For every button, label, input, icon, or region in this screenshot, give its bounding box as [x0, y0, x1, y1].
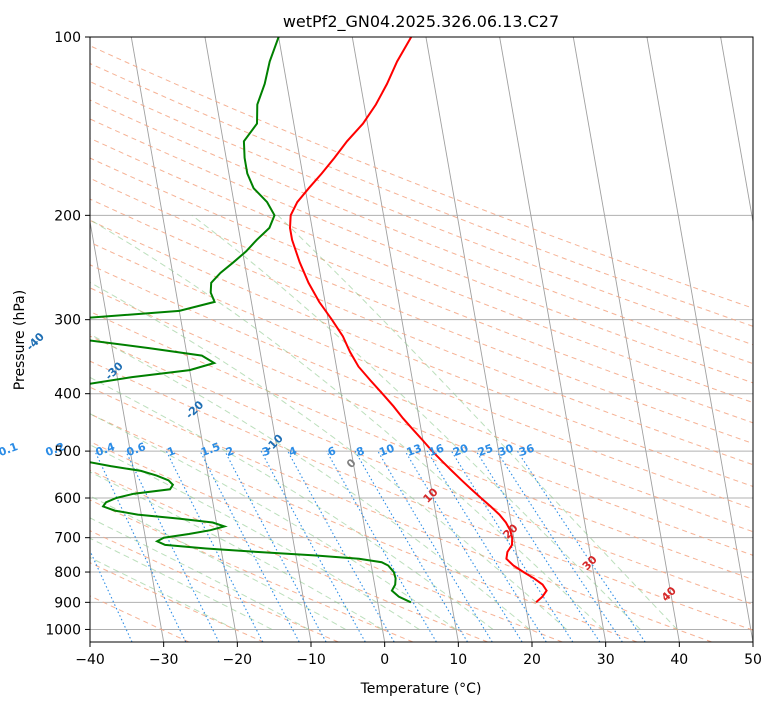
isotherm-line	[278, 37, 386, 642]
moist-adiabat-line	[90, 413, 457, 630]
moist-adiabat-line	[90, 537, 273, 630]
mixing-ratio-label: 0.6	[125, 440, 148, 459]
x-tick-label: −10	[296, 652, 326, 668]
y-tick-label: 600	[54, 491, 81, 507]
mixing-ratio-line	[125, 450, 220, 642]
mixing-ratio-label: 30	[496, 441, 515, 459]
isotherm-line	[572, 37, 680, 642]
y-tick-label: 200	[54, 208, 81, 224]
dry-adiabat-line	[90, 469, 488, 642]
mixing-ratio-label: 36	[517, 441, 536, 459]
mixing-ratio-label: 8	[355, 444, 367, 459]
isotherm-line	[646, 37, 753, 642]
background-lines	[90, 37, 753, 642]
mixing-ratio-label: 6	[326, 444, 338, 459]
mixing-ratio-label: 16	[427, 441, 446, 459]
dry-adiabat-line	[90, 562, 264, 642]
x-tick-label: 30	[597, 652, 615, 668]
dry-adiabat-line	[90, 499, 414, 642]
y-tick-label: 1000	[45, 622, 81, 638]
mixing-ratio-line	[287, 450, 395, 642]
dry-adiabat-line	[90, 335, 753, 606]
plot-frame	[89, 36, 754, 643]
dry-adiabat-line	[90, 311, 753, 581]
mixing-ratio-line	[404, 450, 523, 642]
dry-adiabat-line	[90, 137, 753, 404]
mixing-ratio-label: 13	[405, 442, 424, 459]
moist-adiabat-line	[90, 495, 346, 630]
mixing-ratio-label: 2	[224, 444, 236, 459]
dry-adiabat-line	[90, 413, 638, 642]
mixing-ratio-label: 10	[377, 441, 396, 459]
dry-adiabat-line	[90, 595, 190, 642]
x-tick-label: 50	[744, 652, 762, 668]
mixing-ratio-line	[260, 450, 366, 642]
x-tick-label: 40	[670, 652, 688, 668]
mixing-ratio-label: 1	[165, 444, 177, 459]
mixing-ratio-label: 0.2	[44, 440, 67, 459]
y-tick-label: 900	[54, 595, 81, 611]
isotherm-line	[425, 37, 533, 642]
mixing-ratio-label: 4	[287, 444, 299, 459]
y-tick-label: 100	[54, 30, 81, 46]
isotherm-line	[90, 219, 165, 642]
x-axis-label: Temperature (°C)	[360, 681, 482, 697]
x-tick-label: 10	[449, 652, 467, 668]
moist-adiabat-line	[90, 556, 236, 630]
dry-adiabat-line	[90, 118, 753, 384]
profile-lines	[90, 37, 548, 604]
moist-adiabat-line	[277, 214, 678, 630]
mixing-ratio-label: 25	[476, 442, 495, 459]
isotherm-line	[720, 37, 753, 225]
y-tick-label: 400	[54, 387, 81, 403]
mixing-ratio-line	[516, 450, 646, 642]
isotherm-line	[351, 37, 459, 642]
y-tick-label: 300	[54, 313, 81, 329]
isotherm-line	[130, 37, 238, 642]
mixing-ratio-line	[496, 450, 623, 642]
isotherm-line	[499, 37, 607, 642]
x-tick-label: −30	[149, 652, 179, 668]
mixing-ratio-line	[199, 450, 300, 642]
axes: −40 −30 −20 −10 0 10 20 30 40 5010020030040050060…	[45, 30, 762, 668]
mixing-ratio-line	[475, 450, 601, 642]
mixing-ratio-line	[451, 450, 574, 642]
dry-adiabat-line	[90, 386, 712, 642]
dry-adiabat-line	[90, 241, 753, 510]
mixing-ratio-label: 20	[451, 441, 470, 459]
dewpoint-profile-line	[90, 37, 412, 604]
dry-adiabat-line	[90, 219, 753, 487]
moist-adiabat-line	[90, 471, 383, 630]
mixing-ratio-label: 3	[260, 444, 272, 459]
mixing-ratio-line	[224, 450, 327, 642]
y-tick-label: 800	[54, 565, 81, 581]
moist-adiabat-line	[90, 333, 531, 630]
temperature-profile-line	[288, 37, 548, 604]
y-tick-label: 500	[54, 444, 81, 460]
moist-adiabat-line	[90, 219, 604, 630]
dry-adiabat-line	[90, 287, 753, 556]
mixing-ratio-line	[377, 450, 493, 642]
x-tick-label: −40	[75, 652, 105, 668]
y-tick-label: 700	[54, 531, 81, 547]
y-axis-label: Pressure (hPa)	[12, 290, 28, 390]
mixing-ratio-label: 0.4	[94, 440, 117, 459]
chart-title: wetPf2_GN04.2025.326.06.13.C27	[283, 12, 559, 32]
dry-adiabat-line	[90, 177, 753, 445]
mixing-ratio-line	[426, 450, 547, 642]
moist-adiabat-line	[90, 281, 567, 630]
isotherm-line	[204, 37, 312, 642]
x-tick-label: −20	[223, 652, 253, 668]
dry-adiabat-line	[90, 81, 753, 346]
moist-adiabat-line	[191, 214, 641, 630]
x-tick-label: 20	[523, 652, 541, 668]
x-tick-label: 0	[380, 652, 389, 668]
moist-adiabat-line	[90, 444, 420, 630]
moist-adiabat-line	[90, 376, 494, 630]
mixing-ratio-label: 1.5	[199, 440, 222, 459]
